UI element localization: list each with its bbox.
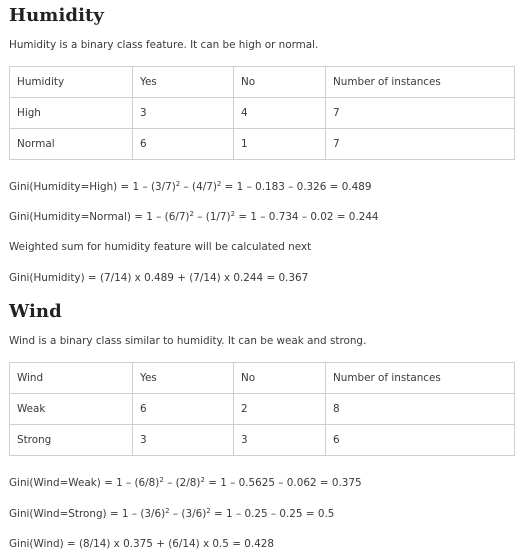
table-header-cell: No	[233, 362, 326, 394]
table-cell: High	[9, 97, 133, 129]
table-cell: 6	[132, 128, 234, 160]
table-cell: 3	[132, 424, 234, 456]
gini-humidity-total: Gini(Humidity) = (7/14) x 0.489 + (7/14)…	[9, 272, 309, 284]
formula-part: Gini(Wind=Strong) = 1 – (3/6)	[9, 508, 166, 520]
gini-wind-weak: Gini(Wind=Weak) = 1 – (6/8)2 – (2/8)2 = …	[9, 476, 362, 490]
wind-table: Wind Yes No Number of instances Weak 6 2…	[9, 362, 515, 456]
table-row: Strong 3 3 6	[9, 424, 515, 456]
exponent: 2	[159, 476, 164, 484]
formula-part: Gini(Humidity=High) = 1 – (3/7)	[9, 181, 176, 193]
table-header-cell: Number of instances	[325, 66, 515, 98]
table-row: High 3 4 7	[9, 97, 515, 129]
gini-wind-total: Gini(Wind) = (8/14) x 0.375 + (6/14) x 0…	[9, 538, 274, 550]
table-cell: 2	[233, 393, 326, 425]
wind-heading: Wind	[9, 301, 62, 322]
formula-part: Gini(Humidity=Normal) = 1 – (6/7)	[9, 211, 190, 223]
table-header-cell: Number of instances	[325, 362, 515, 394]
weighted-sum-note: Weighted sum for humidity feature will b…	[9, 241, 312, 253]
exponent: 2	[206, 507, 211, 515]
table-header-row: Wind Yes No Number of instances	[9, 362, 515, 394]
table-cell: 3	[132, 97, 234, 129]
table-cell: 8	[325, 393, 515, 425]
formula-part: – (2/8)	[163, 477, 201, 489]
table-row: Weak 6 2 8	[9, 393, 515, 425]
exponent: 2	[165, 507, 170, 515]
gini-humidity-high: Gini(Humidity=High) = 1 – (3/7)2 – (4/7)…	[9, 180, 371, 194]
table-header-cell: Yes	[132, 66, 234, 98]
table-cell: 4	[233, 97, 326, 129]
table-cell: Strong	[9, 424, 133, 456]
table-cell: Weak	[9, 393, 133, 425]
table-header-cell: Humidity	[9, 66, 133, 98]
table-header-row: Humidity Yes No Number of instances	[9, 66, 515, 98]
formula-part: = 1 – 0.734 – 0.02 = 0.244	[235, 211, 379, 223]
table-cell: Normal	[9, 128, 133, 160]
gini-humidity-normal: Gini(Humidity=Normal) = 1 – (6/7)2 – (1/…	[9, 210, 379, 224]
exponent: 2	[200, 476, 205, 484]
table-header-cell: Yes	[132, 362, 234, 394]
formula-part: = 1 – 0.183 – 0.326 = 0.489	[221, 181, 372, 193]
formula-part: – (4/7)	[180, 181, 217, 193]
formula-part: = 1 – 0.25 – 0.25 = 0.5	[210, 508, 335, 520]
humidity-heading: Humidity	[9, 5, 104, 26]
table-cell: 6	[132, 393, 234, 425]
gini-wind-strong: Gini(Wind=Strong) = 1 – (3/6)2 – (3/6)2 …	[9, 507, 334, 521]
formula-part: = 1 – 0.5625 – 0.062 = 0.375	[204, 477, 362, 489]
table-header-cell: Wind	[9, 362, 133, 394]
exponent: 2	[230, 210, 236, 218]
table-row: Normal 6 1 7	[9, 128, 515, 160]
table-cell: 7	[325, 128, 515, 160]
exponent: 2	[189, 210, 194, 218]
formula-part: – (3/6)	[169, 508, 207, 520]
table-cell: 3	[233, 424, 326, 456]
formula-part: – (1/7)	[193, 211, 231, 223]
table-header-cell: No	[233, 66, 326, 98]
exponent: 2	[216, 180, 222, 188]
table-cell: 6	[325, 424, 515, 456]
formula-part: Gini(Wind=Weak) = 1 – (6/8)	[9, 477, 160, 489]
exponent: 2	[175, 180, 181, 188]
table-cell: 7	[325, 97, 515, 129]
table-cell: 1	[233, 128, 326, 160]
humidity-intro: Humidity is a binary class feature. It c…	[9, 39, 319, 51]
humidity-table: Humidity Yes No Number of instances High…	[9, 66, 515, 160]
wind-intro: Wind is a binary class similar to humidi…	[9, 335, 367, 347]
